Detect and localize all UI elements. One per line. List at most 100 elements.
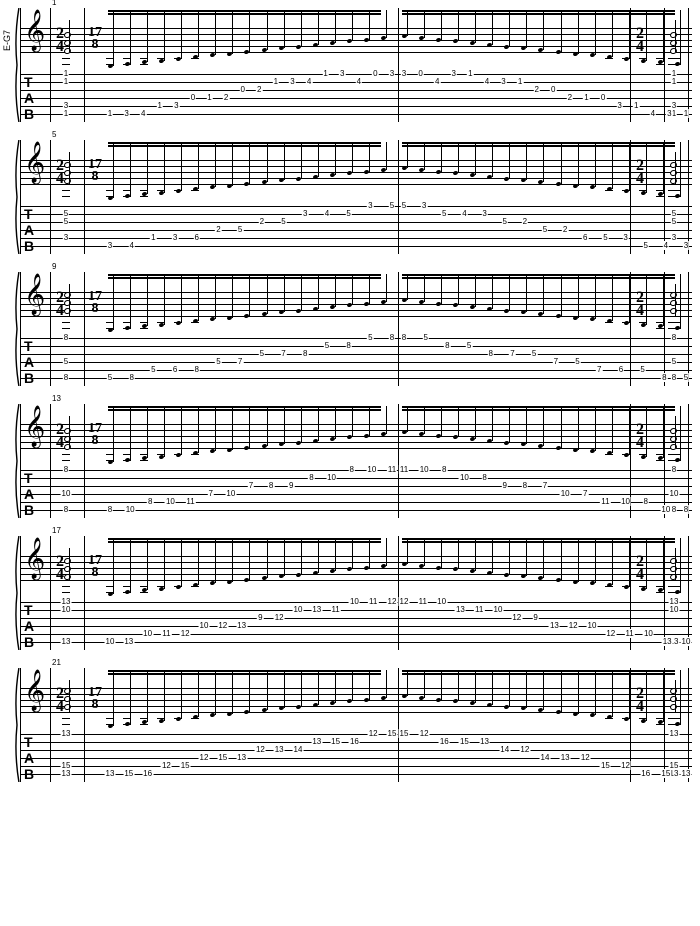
tab-fret: 13 [479,737,490,746]
tab-fret: 7 [553,357,559,366]
tab-fret: 3 [683,241,689,250]
chord-note [669,307,677,315]
tab-staff: TAB8588585856857578585885858757576585 [20,338,692,386]
tab-fret: 13 [61,637,72,646]
tab-fret: 11 [161,629,171,638]
tab-fret: 2 [522,217,528,226]
tab-fret: 12 [199,753,210,762]
tab-fret: 8 [63,373,69,382]
time-signature: 24 [636,27,644,53]
tab-fret: 14 [499,745,510,754]
tab-fret: 8 [348,465,354,474]
tab-fret: 5 [324,341,330,350]
tab-fret: 6 [582,233,588,242]
tab-clef: TAB [24,470,34,518]
chord-note [669,169,677,177]
tab-staff: TAB55355334136252534535535435252653543 [20,206,692,254]
measure-number: 5 [52,130,56,139]
tab-fret: 3 [622,233,628,242]
tab-fret: 4 [663,241,669,250]
tab-fret: 8 [522,481,528,490]
tab-fret: 13 [669,729,680,738]
chord-note [669,565,677,573]
tab-fret: 13 [61,769,72,778]
tab-fret: 1 [322,69,328,78]
tab-fret: 3 [173,101,179,110]
tab-fret: 13 [236,753,247,762]
tab-fret: 10 [681,637,692,646]
tab-fret: 0 [600,93,606,102]
tab-fret: 3 [500,77,506,86]
tab-fret: 10 [293,605,304,614]
tab-fret: 12 [568,621,579,630]
time-signature: 24 [56,687,64,713]
tab-fret: 13 [455,605,466,614]
tab-fret: 15 [330,737,341,746]
tab-clef: TAB [24,74,34,122]
tab-fret: 3 [389,69,395,78]
tab-fret: 5 [389,201,395,210]
measure-number: 17 [52,526,61,535]
tab-clef: TAB [24,602,34,650]
tab-fret: 13 [560,753,571,762]
tab-fret: 8 [683,505,689,514]
tab-fret: 11 [624,629,634,638]
chord-note [669,31,677,39]
chord-note [63,47,71,55]
notation-staff: 9𝄞2417824 [20,272,692,332]
tab-fret: 11 [387,465,397,474]
tab-fret: 10 [419,465,430,474]
tab-fret: 10 [436,597,447,606]
time-signature: 24 [56,291,64,317]
tab-fret: 10 [165,497,176,506]
tab-fret: 3 [367,201,373,210]
tab-fret: 8 [481,473,487,482]
tab-fret: 12 [419,729,430,738]
tab-fret: 10 [560,489,571,498]
tab-fret: 3 [172,233,178,242]
time-signature: 178 [88,159,102,183]
system-1: 1𝄞2417824TAB1131113113413012021341340330… [20,8,692,122]
measure-number: 9 [52,262,56,271]
time-signature: 24 [636,687,644,713]
chord-note [669,703,677,711]
chord-note [669,695,677,703]
tab-fret: 7 [237,357,243,366]
tab-staff: TAB1131113113413012021341340330431431202… [20,74,692,122]
tab-fret: 13 [681,769,692,778]
tab-fret: 10 [669,489,680,498]
tab-fret: 5 [642,241,648,250]
tab-fret: 8 [661,373,667,382]
tab-fret: 4 [461,209,467,218]
tab-fret: 3 [666,109,672,118]
tab-fret: 8 [441,465,447,474]
tab-fret: 10 [493,605,504,614]
tab-fret: 8 [671,505,677,514]
tab-staff: TAB1310131310131013101112101213912101311… [20,602,692,650]
tab-fret: 5 [501,217,507,226]
tab-fret: 13 [549,621,560,630]
tab-fret: 14 [293,745,304,754]
tab-fret: 5 [542,225,548,234]
tab-fret: 15 [600,761,611,770]
tab-fret: 10 [225,489,236,498]
tab-fret: 3 [107,241,113,250]
tab-fret: 10 [587,621,598,630]
tab-fret: 5 [441,209,447,218]
tab-fret: 5 [237,225,243,234]
chord-note [669,443,677,451]
tab-fret: 4 [434,77,440,86]
tab-fret: 15 [660,769,671,778]
tab-fret: 11 [474,605,484,614]
tab-fret: 13 [236,621,247,630]
tab-fret: 12 [368,729,379,738]
tab-clef: TAB [24,206,34,254]
tab-fret: 5 [280,217,286,226]
notation-staff: 1𝄞2417824 [20,8,692,68]
system-4: 13𝄞2417824TAB810881088108101171078981081… [20,404,692,518]
tab-fret: 4 [140,109,146,118]
tab-fret: 13 [105,769,116,778]
system-6: 21𝄞2417824TAB131513131513131516121512151… [20,668,692,782]
tab-fret: 9 [288,481,294,490]
chord-note [63,299,71,307]
